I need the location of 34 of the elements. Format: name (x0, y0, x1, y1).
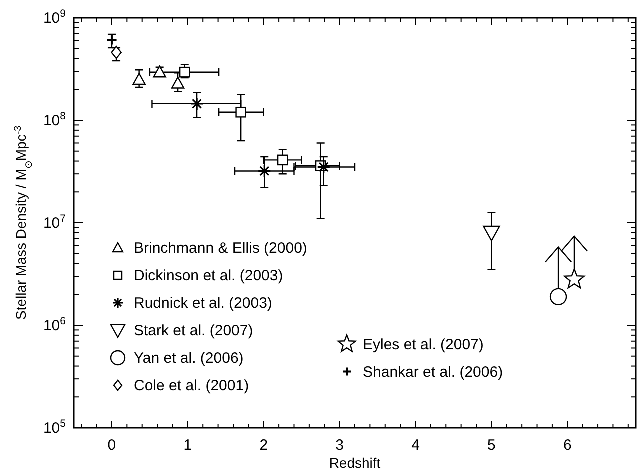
x-tick-label: 2 (260, 437, 268, 454)
point (190, 97, 204, 111)
point (106, 34, 118, 46)
x-tick-label: 6 (563, 437, 572, 454)
point (317, 160, 331, 174)
x-axis-title: Redshift (329, 455, 381, 471)
y-tick-label: 10$^{7}$ (43, 213, 66, 232)
x-tick-label: 1 (184, 437, 192, 454)
x-tick-label: 0 (108, 437, 116, 454)
x-tick-label: 5 (488, 437, 496, 454)
x-tick-label: 3 (336, 437, 344, 454)
point (483, 226, 500, 242)
legend-label: Dickinson et al. (2003) (134, 268, 284, 284)
legend-label: Brinchmann & Ellis (2000) (134, 240, 308, 257)
y-tick-label: 10$^{8}$ (43, 110, 66, 130)
x-tick-label: 4 (412, 437, 420, 454)
y-tick-label: 10$^{5}$ (43, 418, 66, 437)
legend-label: Shankar et al. (2006) (363, 364, 504, 381)
y-tick-label: 10$^{9}$ (43, 8, 66, 27)
legend-label: Rudnick et al. (2003) (134, 295, 272, 312)
point (258, 164, 272, 178)
point (179, 66, 190, 78)
legend-label: Yan et al. (2006) (134, 350, 244, 367)
point (111, 46, 122, 60)
legend-label: Stark et al. (2007) (134, 322, 254, 340)
point (171, 76, 185, 89)
point (277, 154, 288, 166)
legend-label: Eyles et al. (2007) (363, 336, 484, 354)
point (550, 288, 568, 306)
point (564, 268, 585, 289)
y-tick-label: 10$^{6}$ (43, 316, 66, 334)
point (132, 73, 146, 86)
legend-label: Cole et al. (2001) (134, 378, 250, 394)
point (236, 106, 246, 118)
